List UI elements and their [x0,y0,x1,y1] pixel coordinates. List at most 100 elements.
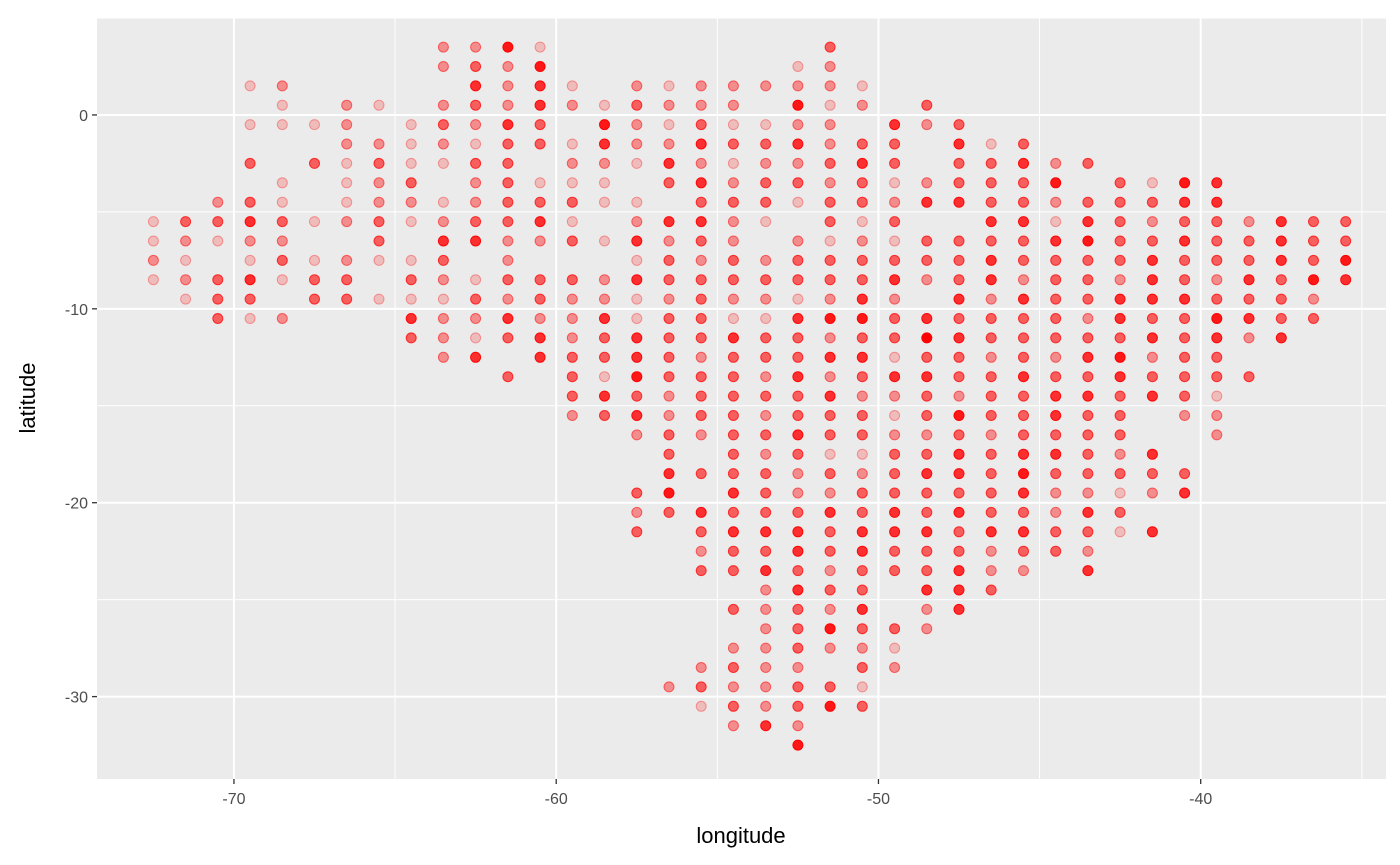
data-point [695,410,707,421]
data-point [470,41,482,53]
data-point [695,216,707,228]
data-point [695,506,707,518]
data-point [470,235,482,247]
data-point [856,584,868,596]
data-point [792,700,804,712]
data-point [147,235,159,247]
data-point [534,99,546,111]
data-point [1179,313,1191,324]
data-point [437,274,449,286]
data-point [953,448,965,460]
data-point [1179,196,1191,208]
data-point [727,99,739,111]
data-point [727,351,739,363]
data-point [1114,390,1126,402]
data-point [599,293,610,305]
data-point [1082,468,1094,480]
data-point [953,313,965,324]
data-point [1018,429,1029,441]
data-point [695,196,707,208]
data-point [1179,390,1191,402]
data-point [244,274,256,286]
data-point [405,138,417,150]
data-point [727,720,739,732]
data-point [824,642,836,654]
data-point [760,584,772,596]
data-point [695,681,707,693]
data-point [727,254,739,266]
data-point [631,351,643,363]
data-point [437,196,449,208]
data-point [373,138,385,150]
data-point [631,390,643,402]
data-point [760,138,772,150]
data-point [276,254,288,266]
data-point [792,119,804,131]
data-point [566,274,578,286]
data-point [1114,235,1126,247]
data-point [1179,254,1191,266]
data-point [405,119,417,131]
data-point [695,545,707,557]
data-point [373,157,385,169]
data-point [985,157,997,169]
data-point [373,235,385,247]
data-point [470,216,482,228]
data-point [727,565,739,577]
data-point [1018,565,1029,577]
data-point [1050,429,1062,441]
data-point [695,119,707,131]
data-point [631,526,643,538]
data-point [824,177,836,189]
data-point [856,351,868,363]
data-point [889,332,901,344]
data-point [1146,390,1158,402]
data-point [985,390,997,402]
data-point [437,41,449,53]
data-point [985,565,997,577]
data-point [889,448,901,460]
data-point [727,603,739,615]
data-point [276,196,288,208]
data-point [502,138,514,150]
data-point [760,157,772,169]
data-point [1340,216,1352,228]
data-point [373,177,385,189]
data-point [1308,274,1319,286]
x-tick-label: -60 [545,791,568,808]
data-point [1211,235,1223,247]
data-point [405,274,417,286]
data-point [727,526,739,538]
data-point [502,274,514,286]
data-point [1018,216,1029,228]
data-point [502,41,514,53]
data-point [566,196,578,208]
data-point [824,371,836,383]
data-point [1050,293,1062,305]
data-point [1179,177,1191,189]
data-point [1179,216,1191,228]
data-point [309,119,320,131]
data-point [824,410,836,421]
data-point [953,487,965,499]
data-point [727,293,739,305]
data-point [534,235,546,247]
data-point [760,720,772,732]
data-point [1018,235,1029,247]
data-point [760,448,772,460]
data-point [502,313,514,324]
data-point [727,371,739,383]
data-point [695,235,707,247]
data-point [856,216,868,228]
data-point [985,235,997,247]
data-point [663,216,675,228]
data-point [1018,274,1029,286]
data-point [953,429,965,441]
data-point [405,177,417,189]
data-point [1050,235,1062,247]
data-point [727,545,739,557]
data-point [856,196,868,208]
data-point [889,235,901,247]
data-point [695,177,707,189]
data-point [1275,216,1287,228]
